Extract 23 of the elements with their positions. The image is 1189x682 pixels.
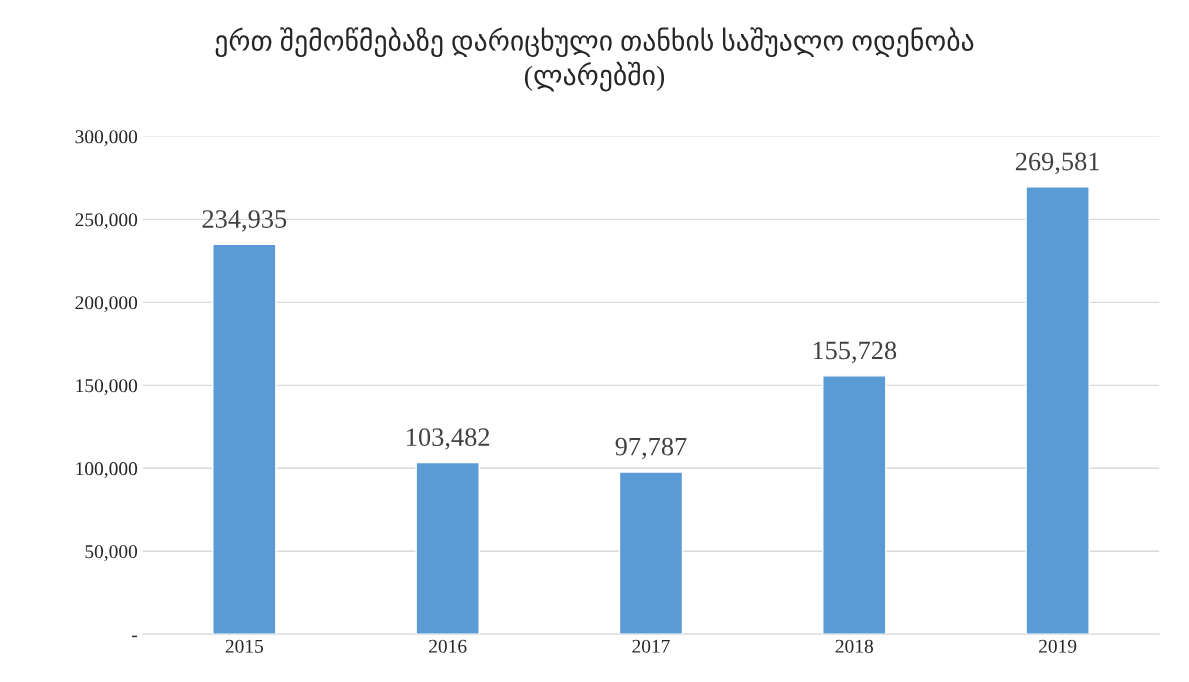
data-label: 155,728 — [813, 341, 897, 364]
x-tick-label: 2015 — [225, 639, 264, 653]
data-label: 234,935 — [202, 210, 287, 232]
data-label: 97,787 — [615, 437, 687, 460]
data-label: 103,482 — [407, 428, 490, 450]
y-tick-label: 50,000 — [85, 545, 138, 562]
y-tick-label: 250,000 — [75, 213, 138, 230]
bar — [212, 243, 277, 635]
bar — [822, 375, 887, 635]
bar — [1025, 186, 1090, 635]
y-tick-label: 100,000 — [76, 462, 138, 479]
y-tick-label: 200,000 — [75, 296, 138, 313]
y-tick-label: - — [132, 635, 138, 638]
x-tick-label: 2017 — [632, 639, 670, 653]
x-tick-label: 2016 — [429, 639, 467, 653]
y-tick-label: 150,000 — [76, 379, 138, 396]
y-tick-label: 300,000 — [75, 130, 138, 147]
chart-title: ერთ შემოწმებაზე დარიცხული თანხის საშუალო ოდენობა (ლარებში) — [215, 27, 974, 92]
bar — [618, 471, 684, 635]
bar — [415, 461, 480, 635]
x-tick-label: 2019 — [1039, 639, 1077, 653]
x-tick-label: 2018 — [835, 639, 873, 653]
data-label: 269,581 — [1015, 152, 1099, 175]
